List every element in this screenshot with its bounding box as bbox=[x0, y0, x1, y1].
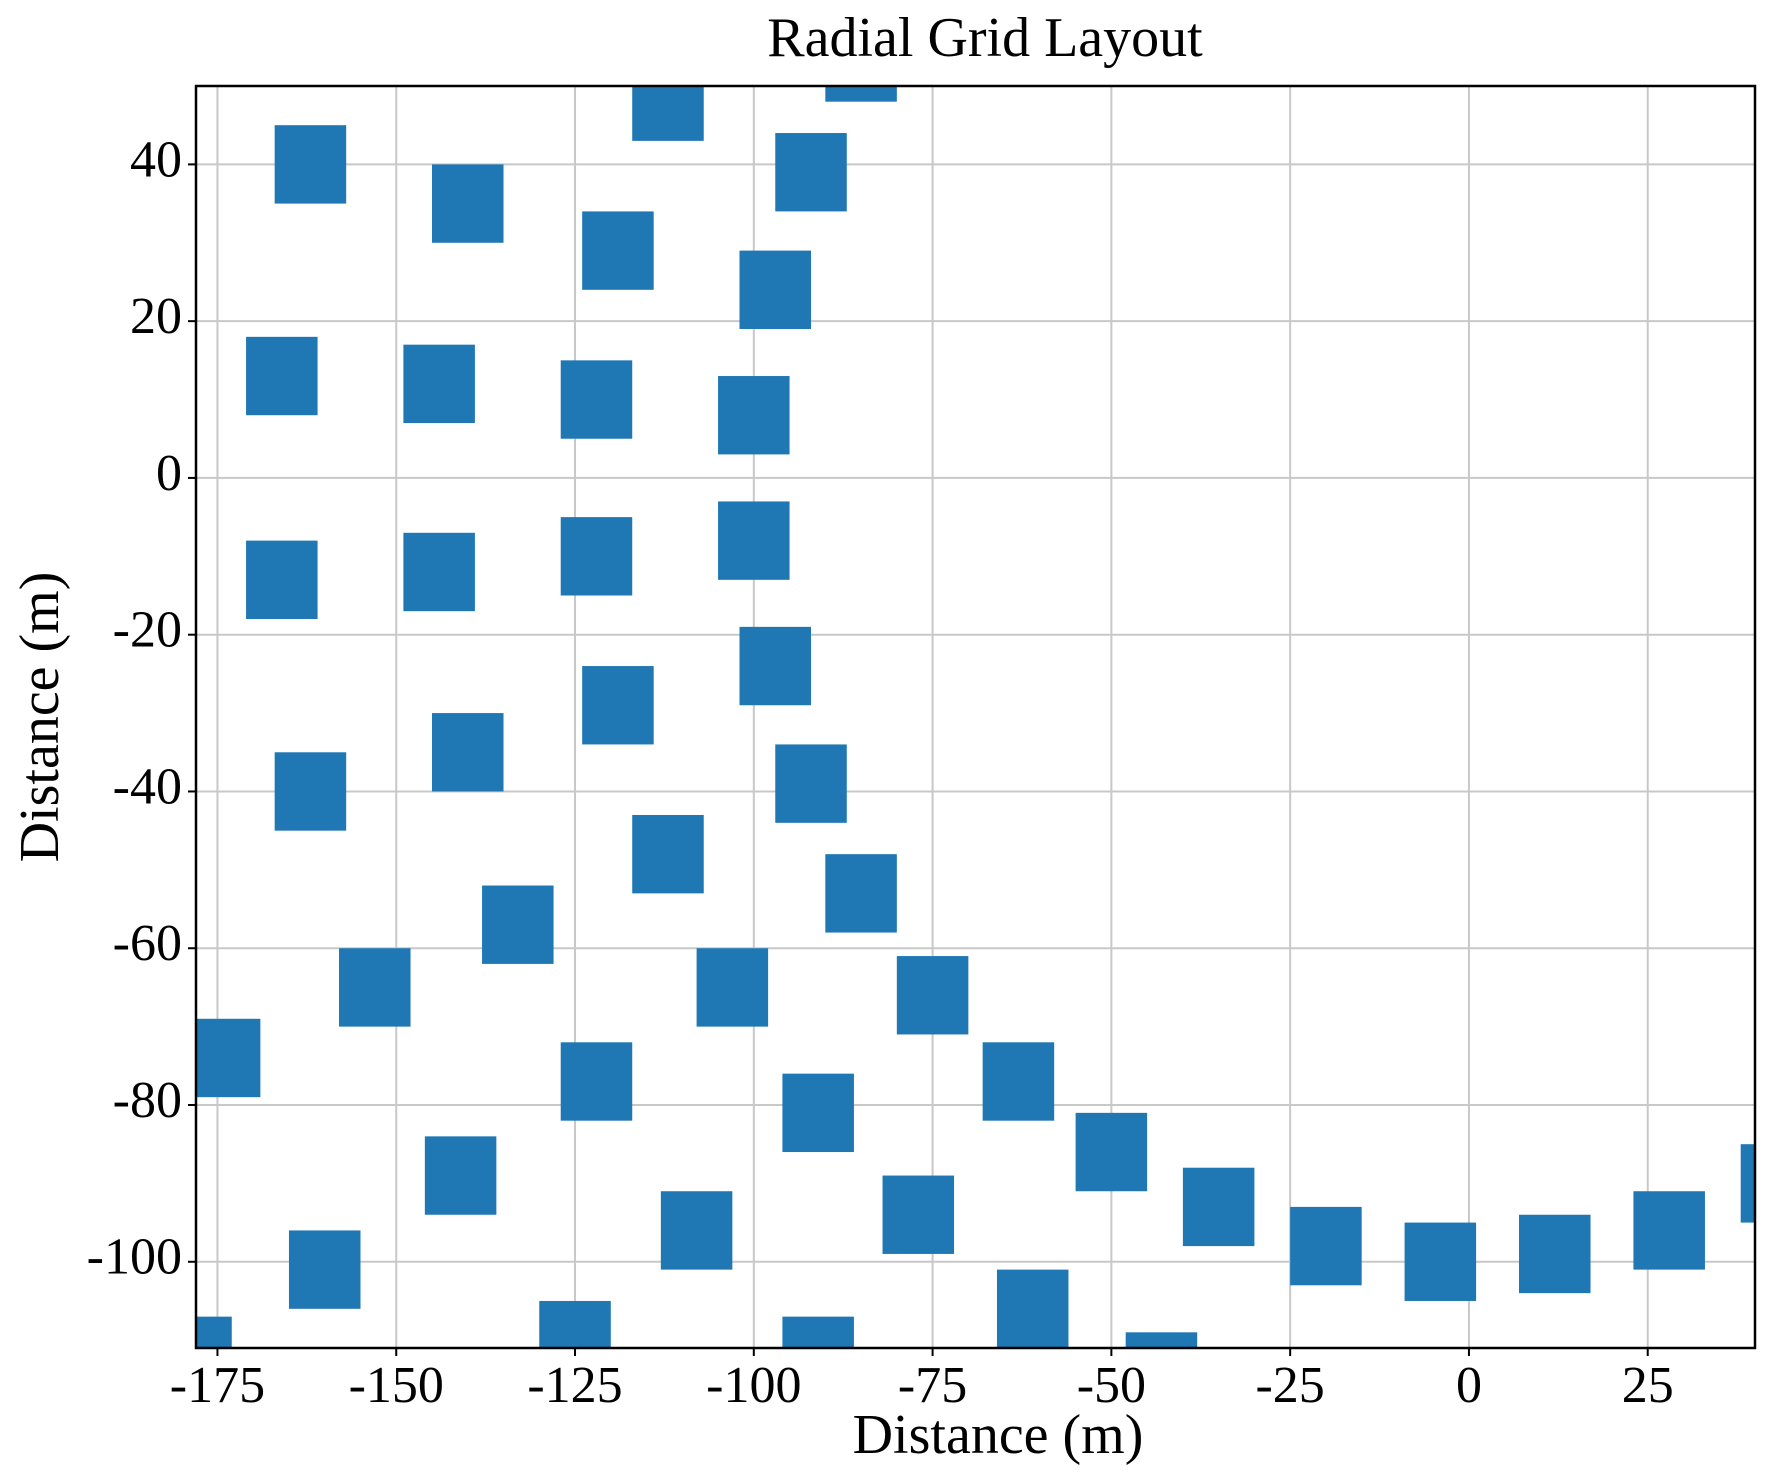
ticks: -175 -150 -125 -100 -75 -50 -25 0 25 -100 -80 -60 -4… bbox=[87, 131, 1674, 1414]
heliostat bbox=[982, 1042, 1055, 1121]
heliostat bbox=[632, 814, 704, 894]
heliostat bbox=[482, 885, 554, 964]
grid bbox=[196, 86, 1755, 1348]
y-tick-label: 0 bbox=[156, 445, 182, 502]
heliostat bbox=[288, 1230, 361, 1309]
x-tick-label: -175 bbox=[170, 1357, 265, 1414]
heliostat bbox=[1740, 1144, 1755, 1223]
y-tick-label: 40 bbox=[130, 131, 182, 188]
y-tick-label: -80 bbox=[113, 1072, 182, 1129]
heliostat bbox=[246, 540, 318, 620]
x-tick-label: -25 bbox=[1255, 1357, 1324, 1414]
y-tick-label: -20 bbox=[113, 602, 182, 659]
heliostat bbox=[1404, 1222, 1477, 1301]
heliostat bbox=[782, 1316, 854, 1348]
heliostat bbox=[1633, 1191, 1705, 1270]
heliostat bbox=[403, 344, 475, 424]
y-tick-label: -100 bbox=[87, 1229, 182, 1286]
heliostat bbox=[1125, 1332, 1198, 1348]
y-tick-label: 20 bbox=[130, 288, 182, 345]
heliostat bbox=[718, 501, 790, 580]
x-tick-label: -75 bbox=[898, 1357, 967, 1414]
marks bbox=[196, 86, 1755, 1348]
heliostat bbox=[1519, 1214, 1591, 1294]
heliostat bbox=[718, 376, 790, 455]
x-tick-label: -100 bbox=[706, 1357, 801, 1414]
x-tick-label: -125 bbox=[527, 1357, 622, 1414]
heliostat bbox=[196, 1018, 261, 1098]
heliostat bbox=[539, 1300, 611, 1348]
heliostat bbox=[882, 1175, 955, 1254]
heliostat bbox=[431, 164, 504, 243]
heliostat bbox=[660, 1191, 733, 1270]
heliostat bbox=[1182, 1167, 1255, 1247]
x-tick-label: 25 bbox=[1622, 1357, 1674, 1414]
heliostat bbox=[782, 1073, 854, 1153]
heliostat bbox=[739, 250, 812, 329]
heliostat bbox=[775, 133, 847, 212]
heliostat bbox=[775, 744, 847, 823]
plot-frame bbox=[194, 84, 1757, 1350]
heliostat bbox=[560, 1042, 633, 1121]
x-tick-label: -150 bbox=[349, 1357, 444, 1414]
heliostat bbox=[825, 86, 897, 102]
heliostat bbox=[403, 532, 475, 612]
heliostat bbox=[582, 211, 654, 290]
heliostat bbox=[560, 517, 633, 596]
x-tick-label: 0 bbox=[1456, 1357, 1482, 1414]
heliostat bbox=[1075, 1112, 1148, 1192]
chart-title: Radial Grid Layout bbox=[767, 7, 1203, 69]
y-tick-label: -60 bbox=[113, 915, 182, 972]
heliostat bbox=[431, 713, 504, 792]
heliostat bbox=[632, 86, 704, 141]
heliostat bbox=[1290, 1206, 1362, 1286]
heliostat bbox=[696, 948, 769, 1027]
heliostat bbox=[560, 360, 633, 439]
heliostat bbox=[339, 948, 411, 1027]
heliostat bbox=[896, 956, 969, 1035]
heliostat bbox=[996, 1269, 1069, 1348]
heliostat bbox=[825, 854, 897, 933]
heliostat bbox=[424, 1136, 497, 1215]
heliostat bbox=[196, 1316, 232, 1348]
x-tick-label: -50 bbox=[1077, 1357, 1146, 1414]
y-tick-label: -40 bbox=[113, 758, 182, 815]
heliostat bbox=[582, 666, 654, 745]
heliostat bbox=[274, 125, 347, 204]
heliostat bbox=[739, 626, 812, 706]
x-axis-label: Distance (m) bbox=[853, 1404, 1144, 1466]
y-axis-label: Distance (m) bbox=[9, 572, 71, 863]
heliostat bbox=[246, 336, 318, 416]
heliostat bbox=[274, 752, 347, 831]
